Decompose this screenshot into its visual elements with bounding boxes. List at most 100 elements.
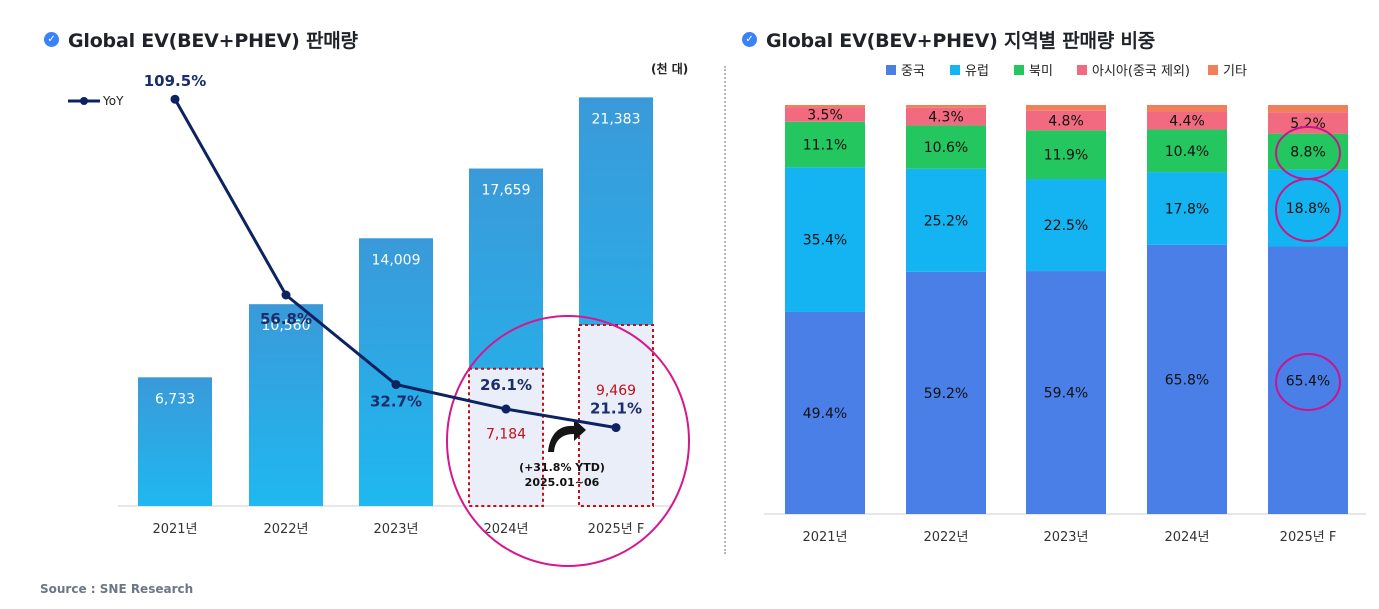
stacked-segment — [906, 271, 986, 514]
ytd-box — [578, 324, 654, 507]
legend-label: 유럽 — [965, 64, 989, 79]
bar-value-label: 10,560 — [262, 318, 311, 334]
segment-value-label: 49.4% — [803, 406, 847, 422]
bar — [138, 377, 212, 506]
stacked-segment — [1268, 246, 1348, 514]
segment-value-label: 11.9% — [1044, 148, 1088, 164]
stacked-segment — [785, 107, 865, 122]
stacked-segment — [1147, 111, 1227, 130]
segment-value-label: 18.8% — [1286, 201, 1330, 217]
segment-value-label: 4.3% — [928, 110, 964, 126]
yoy-point — [501, 404, 511, 414]
legend-label: YoY — [102, 94, 124, 108]
segment-value-label: 10.4% — [1165, 144, 1209, 160]
regional-share-chart: 49.4% 59.2% 59.4% 65.8% 65.4% 35.4% 25.2% 22.5%… — [764, 64, 1366, 545]
stacked-segment — [1026, 271, 1106, 514]
x-tick-label: 2024년 — [483, 522, 528, 537]
x-tick-label: 2025년 F — [1280, 530, 1337, 545]
yoy-point — [170, 94, 180, 104]
legend-swatch — [950, 65, 960, 75]
arrow-icon — [548, 419, 586, 452]
stacked-segment — [1147, 105, 1227, 112]
ev-sales-chart: 6,733 2021년 10,560 2022년 14,009 2023년 17,659 20… — [68, 72, 690, 567]
unit-label: (천 대) — [651, 62, 689, 76]
stacked-segment — [1268, 112, 1348, 134]
right-chart-title: ✓ Global EV(BEV+PHEV) 지역별 판매량 비중 — [742, 26, 1155, 53]
yoy-value-label: 26.1% — [480, 376, 532, 394]
check-icon: ✓ — [44, 32, 59, 47]
left-chart-title-text: Global EV(BEV+PHEV) 판매량 — [68, 30, 358, 52]
bar-value-label: 6,733 — [155, 391, 195, 407]
right-chart-title-text: Global EV(BEV+PHEV) 지역별 판매량 비중 — [766, 30, 1156, 52]
bar — [249, 304, 323, 506]
x-tick-label: 2021년 — [802, 530, 847, 545]
highlight-circle — [446, 315, 690, 567]
stacked-segment — [906, 105, 986, 108]
bar — [359, 238, 433, 506]
stacked-segment — [785, 105, 865, 108]
chart-divider — [724, 66, 726, 554]
legend-swatch — [886, 65, 896, 75]
yoy-point — [391, 380, 401, 390]
x-tick-label: 2023년 — [1043, 530, 1088, 545]
stacked-segment — [785, 311, 865, 514]
yoy-value-label: 32.7% — [370, 393, 422, 411]
bar-value-label: 14,009 — [372, 252, 421, 268]
segment-value-label: 65.8% — [1165, 372, 1209, 388]
check-icon: ✓ — [742, 32, 757, 47]
segment-value-label: 10.6% — [924, 140, 968, 156]
legend-label: 기타 — [1223, 64, 1247, 79]
legend-swatch — [1077, 65, 1087, 75]
segment-value-label: 59.2% — [924, 386, 968, 402]
stacked-segment — [1147, 172, 1227, 245]
legend-label: 북미 — [1029, 64, 1053, 79]
left-chart-title: ✓ Global EV(BEV+PHEV) 판매량 — [44, 26, 358, 53]
legend-swatch — [1208, 65, 1218, 75]
stacked-segment — [1026, 130, 1106, 180]
stacked-segment — [1026, 179, 1106, 272]
segment-value-label: 4.8% — [1048, 114, 1084, 130]
stacked-segment — [1147, 244, 1227, 515]
segment-value-label: 4.4% — [1169, 114, 1205, 130]
segment-value-label: 8.8% — [1290, 145, 1326, 161]
x-tick-label: 2021년 — [152, 522, 197, 537]
segment-value-label: 25.2% — [924, 213, 968, 229]
segment-value-label: 3.5% — [807, 108, 843, 124]
yoy-point — [281, 290, 291, 300]
segment-value-label: 35.4% — [803, 233, 847, 249]
highlight-circle — [1275, 178, 1341, 242]
stacked-segment — [1026, 105, 1106, 111]
x-tick-label: 2024년 — [1164, 530, 1209, 545]
stacked-segment — [1268, 105, 1348, 113]
segment-value-label: 65.4% — [1286, 373, 1330, 389]
stacked-segment — [906, 168, 986, 272]
ytd-value-label: 7,184 — [486, 427, 526, 443]
yoy-value-label: 21.1% — [590, 400, 642, 418]
x-tick-label: 2023년 — [373, 522, 418, 537]
segment-value-label: 22.5% — [1044, 218, 1088, 234]
stacked-segment — [1268, 169, 1348, 247]
ytd-value-label: 9,469 — [596, 383, 636, 399]
x-tick-label: 2025년 F — [588, 522, 645, 537]
x-tick-label: 2022년 — [263, 522, 308, 537]
ytd-period: 2025.01~06 — [525, 476, 600, 489]
legend-label: 아시아(중국 제외) — [1092, 64, 1190, 79]
legend-label: 중국 — [901, 64, 925, 79]
stacked-segment — [1147, 129, 1227, 173]
segment-value-label: 17.8% — [1165, 201, 1209, 217]
stacked-segment — [785, 167, 865, 312]
yoy-point — [611, 423, 621, 433]
highlight-circle — [1275, 353, 1341, 411]
ytd-annotation: (+31.8% YTD) — [519, 461, 605, 474]
stacked-segment — [785, 121, 865, 168]
source-note: Source : SNE Research — [40, 582, 194, 596]
ytd-box — [468, 367, 544, 507]
bar-value-label: 21,383 — [592, 111, 641, 127]
legend-swatch — [1014, 65, 1024, 75]
bar-value-label: 17,659 — [482, 183, 531, 199]
yoy-value-label: 109.5% — [144, 72, 206, 90]
segment-value-label: 11.1% — [803, 137, 847, 153]
stacked-segment — [906, 107, 986, 126]
x-tick-label: 2022년 — [923, 530, 968, 545]
